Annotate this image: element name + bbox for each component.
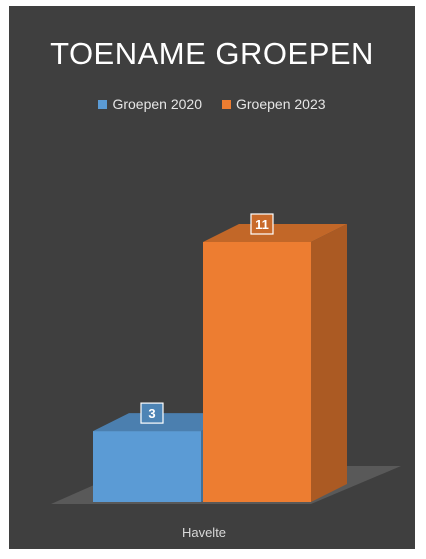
legend-swatch-groepen-2020 (98, 99, 108, 109)
bar-front-groepen-2023 (203, 242, 311, 502)
plot-area: 3 11 (51, 213, 401, 504)
legend-label-groepen-2023: Groepen 2023 (236, 96, 326, 112)
bars-group: 3 11 (93, 213, 347, 502)
data-label-box-groepen-2020 (140, 402, 164, 424)
legend-item-groepen-2020: Groepen 2020 (98, 96, 202, 112)
bar-groepen-2023 (203, 224, 347, 502)
chart-area: TOENAME GROEPEN Groepen 2020 Groepen 202… (9, 6, 415, 549)
bar-front-groepen-2020 (93, 431, 201, 502)
data-label-groepen-2020: 3 (140, 402, 164, 424)
data-label-groepen-2023: 11 (250, 213, 274, 235)
chart-title: TOENAME GROEPEN (50, 36, 374, 71)
data-label-value-groepen-2023: 11 (255, 217, 269, 232)
legend-item-groepen-2023: Groepen 2023 (222, 96, 326, 112)
bar-side-groepen-2023 (311, 224, 347, 502)
category-label-havelte: Havelte (181, 525, 227, 540)
bar-top-groepen-2020 (93, 413, 237, 432)
legend: Groepen 2020 Groepen 2023 (9, 96, 415, 112)
data-label-value-groepen-2020: 3 (148, 406, 155, 421)
legend-swatch-groepen-2023 (222, 99, 231, 109)
bar-top-groepen-2023 (203, 224, 347, 242)
legend-label-groepen-2020: Groepen 2020 (112, 96, 202, 112)
data-label-box-groepen-2023 (250, 213, 274, 235)
